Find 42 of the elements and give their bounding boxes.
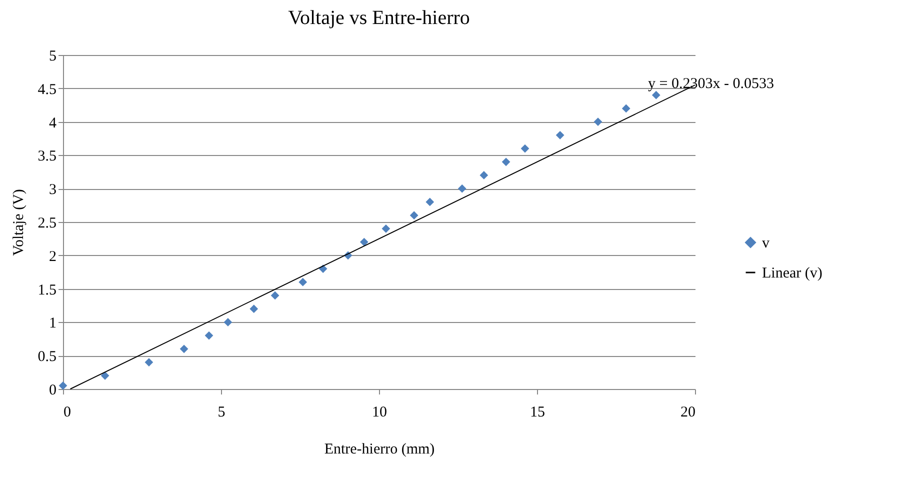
point [224,318,232,326]
x-axis-title: Entre-hierro (mm) [324,442,435,458]
point [502,158,510,166]
y-tick-label: 0 [49,382,56,398]
y-tick-label: 3.5 [38,148,56,165]
chart-title: Voltaje vs Entre-hierro [288,7,470,29]
point [520,144,530,153]
point [100,371,110,380]
y-tick-label: 4.5 [38,82,56,98]
x-tick-label: 0 [64,404,71,420]
point [360,238,368,246]
y-tick-label: 2.5 [38,216,56,232]
y-axis-title: Voltaje (V) [10,189,27,256]
point [410,211,418,220]
point [458,184,466,193]
y-tick-label: 5 [49,48,56,64]
point [180,344,188,354]
x-tick-label: 15 [530,404,545,420]
point [270,291,280,300]
x-tick-label: 20 [680,404,696,420]
legend-label: Linear (v) [762,266,822,282]
point [480,171,488,180]
point [204,331,214,340]
point [250,304,258,314]
y-tick-label: 0.5 [38,349,56,366]
point [298,278,308,286]
y-tick-label: 1 [49,316,56,332]
y-tick-label: 2 [49,248,56,265]
point [556,130,564,140]
point [144,358,154,366]
point [426,198,434,206]
x-tick-label: 5 [218,404,226,420]
point [382,224,390,233]
point [652,90,660,100]
annotation: y = 0.2303x - 0.0533 [648,76,774,92]
point [594,118,602,126]
y-tick-label: 3 [49,182,56,198]
point [622,104,630,113]
y-tick-label: 1.5 [38,282,56,298]
y-tick-label: 4 [49,115,57,132]
legend-label: v [762,236,770,252]
x-tick-label: 10 [372,404,387,420]
